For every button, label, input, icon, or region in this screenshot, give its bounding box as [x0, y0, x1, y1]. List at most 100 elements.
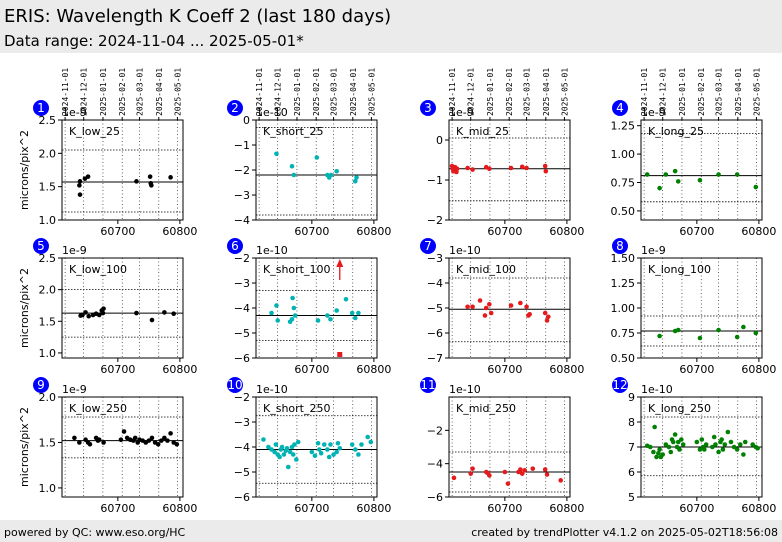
axis-exponent: 1e-9 [641, 106, 666, 119]
y-tick-label: −4 [427, 277, 443, 290]
data-point [356, 310, 361, 316]
data-point [675, 327, 681, 333]
data-point [716, 327, 721, 333]
data-point [657, 447, 662, 452]
data-point [716, 449, 721, 455]
date-tick-label: 2024-11-01 [61, 68, 70, 116]
outlier-marker [337, 352, 343, 357]
panel-10: −6 −5 −4 −3 −2 60700 60800 1e-10 K_short_250 10 [227, 377, 391, 515]
data-point [147, 174, 153, 179]
data-point [77, 183, 82, 188]
data-point [502, 469, 508, 475]
y-tick-label: 2.0 [39, 147, 57, 160]
y-tick-label: −1 [427, 174, 443, 187]
panel-6: −6 −5 −4 −3 −2 60700 60800 1e-10 K_short_100 6 [227, 238, 391, 376]
data-point [331, 452, 336, 457]
data-point [318, 450, 324, 456]
data-point [326, 454, 332, 460]
y-tick-label: 2.0 [39, 391, 57, 404]
data-point [285, 464, 291, 470]
date-tick-label: 2024-12-01 [659, 68, 668, 116]
y-tick-label: −2 [427, 214, 443, 227]
data-point [165, 438, 170, 443]
data-point [315, 318, 321, 323]
y-tick-label: 1.0 [39, 214, 57, 227]
y-tick-label: −6 [234, 491, 250, 504]
data-point [352, 178, 358, 184]
y-tick-label: −6 [427, 491, 443, 504]
data-point [470, 304, 475, 310]
plot-frame [61, 396, 184, 498]
data-point [519, 471, 525, 476]
data-point [335, 440, 341, 446]
data-point [666, 444, 672, 450]
data-point [354, 175, 359, 180]
data-point [518, 300, 523, 306]
panel-label: K_long_25 [648, 125, 704, 138]
data-point [275, 318, 281, 323]
x-tick-label: 60800 [549, 225, 584, 238]
panel-label: K_mid_100 [456, 263, 516, 276]
panel-badge [33, 238, 49, 254]
data-point [524, 165, 529, 171]
y-tick-label: −4 [234, 214, 250, 227]
data-point [101, 306, 106, 311]
y-tick-label: −6 [234, 352, 250, 365]
data-point [694, 439, 700, 445]
y-tick-label: 1.00 [611, 302, 636, 315]
date-tick-label: 2025-02-01 [312, 68, 321, 116]
y-tick-label: 1.25 [611, 277, 636, 290]
page-subtitle: Data range: 2024-11-04 ... 2025-05-01* [4, 32, 304, 50]
panel-number: 1 [37, 101, 45, 115]
data-point [334, 449, 339, 455]
panel-badge [33, 377, 49, 393]
data-point [328, 316, 333, 322]
x-tick-label: 60800 [356, 363, 391, 376]
panel-label: K_mid_250 [456, 402, 516, 415]
axis-exponent: 1e-10 [256, 383, 288, 396]
y-tick-label: −4 [234, 441, 250, 454]
data-point [149, 317, 155, 323]
data-point [279, 444, 285, 450]
panel-number: 3 [424, 101, 432, 115]
x-tick-label: 60800 [741, 363, 776, 376]
y-tick-label: 1.0 [39, 347, 57, 360]
y-tick-label: 1.00 [611, 148, 636, 161]
y-tick-label: −5 [234, 466, 250, 479]
y-tick-label: −3 [234, 416, 250, 429]
data-point [77, 192, 83, 197]
data-point [284, 445, 290, 451]
data-point [277, 454, 282, 460]
data-point [162, 435, 167, 441]
data-point [465, 304, 470, 310]
data-point [505, 481, 511, 486]
data-point [663, 442, 669, 447]
date-tick-label: 2025-04-01 [542, 68, 551, 116]
data-point [96, 312, 102, 318]
x-tick-label: 60700 [679, 225, 714, 238]
data-point [321, 442, 327, 447]
data-point [121, 429, 127, 434]
data-point [522, 468, 528, 473]
y-tick-label: −3 [234, 277, 250, 290]
data-point [101, 440, 106, 445]
data-point [269, 310, 274, 316]
data-point [294, 457, 299, 462]
x-tick-label: 60700 [487, 225, 522, 238]
panel-8: 0.50 0.75 1.00 1.25 1.50 60700 60800 1e-9 K_long… [611, 238, 776, 376]
panel-badge [420, 377, 436, 393]
x-tick-label: 60800 [162, 363, 197, 376]
data-point [292, 442, 297, 447]
data-point [558, 478, 563, 483]
panel-number: 11 [420, 378, 435, 392]
data-point [524, 304, 529, 310]
date-tick-label: 2025-05-01 [367, 68, 376, 116]
y-tick-label: −6 [427, 327, 443, 340]
panel-12: 5 6 7 8 9 60700 60800 1e-10 K_long_250 12 [612, 377, 776, 515]
data-point [487, 301, 492, 307]
x-tick-label: 60800 [549, 363, 584, 376]
data-point [266, 444, 271, 450]
panel-1: 2024-11-01 2024-12-01 2025-01-01 2025-02-01… [18, 68, 197, 238]
panel-4: 2024-11-01 2024-12-01 2025-01-01 2025-02-01… [611, 68, 777, 238]
panel-label: K_mid_25 [456, 125, 509, 138]
